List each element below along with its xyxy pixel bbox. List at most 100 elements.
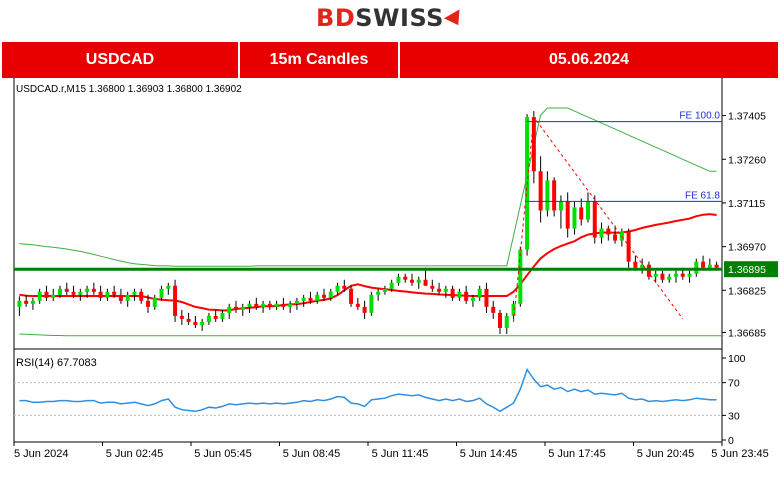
candle-body	[423, 279, 428, 286]
candle-body	[98, 291, 103, 298]
candle-body	[206, 315, 211, 322]
title-banner: USDCAD 15m Candles 05.06.2024	[2, 42, 778, 78]
candle-body	[267, 303, 272, 307]
candle-body	[674, 273, 678, 277]
candle-body	[592, 201, 597, 238]
candle-body	[640, 264, 645, 268]
candle-body	[342, 285, 347, 289]
candle-body	[274, 303, 279, 307]
candle-body	[173, 285, 178, 316]
candle-body	[369, 294, 374, 313]
rsi-tick-label: 30	[728, 410, 740, 422]
candle-body	[24, 300, 29, 304]
candle-body	[626, 231, 631, 262]
rsi-tick-label: 100	[728, 353, 746, 365]
price-tick-label: 1.37115	[728, 198, 765, 210]
candle-body	[701, 261, 706, 268]
candle-body	[613, 234, 618, 241]
rsi-tick-label: 70	[728, 378, 740, 390]
rsi-label: RSI(14) 67.7083	[16, 357, 97, 369]
candle-body	[470, 297, 475, 301]
candle-body	[315, 294, 320, 301]
candle-body	[376, 291, 381, 295]
candle-body	[457, 291, 462, 298]
time-tick-label: 5 Jun 23:45	[711, 448, 769, 460]
candle-body	[328, 291, 333, 298]
candle-body	[653, 273, 658, 277]
logo-swiss-text: SWISS	[355, 4, 444, 32]
candle-body	[410, 279, 414, 283]
candle-body	[261, 303, 266, 307]
candle-body	[132, 291, 137, 295]
logo-bd-text: BD	[316, 4, 356, 32]
brand-logo: BDSWISS	[0, 0, 780, 36]
candle-body	[139, 291, 144, 301]
candle-body	[606, 228, 611, 235]
candle-body	[362, 306, 367, 313]
candle-body	[450, 288, 455, 298]
current-price-badge	[724, 261, 778, 278]
candle-body	[91, 288, 96, 292]
current-price-label: 1.36895	[728, 264, 766, 276]
candle-body	[619, 231, 624, 241]
candle-body	[308, 297, 313, 301]
fibonacci-level-label: FE 100.0	[679, 111, 720, 122]
candle-body	[694, 261, 699, 274]
chart-info-label: USDCAD.r,M15 1.36800 1.36903 1.36800 1.3…	[16, 84, 242, 95]
candle-body	[565, 201, 570, 229]
time-tick-label: 5 Jun 08:45	[283, 448, 341, 460]
fibonacci-projection-path	[513, 115, 684, 322]
candle-body	[477, 288, 482, 298]
candle-body	[213, 315, 218, 319]
bollinger-lower-line	[19, 333, 724, 337]
candle-body	[599, 228, 604, 238]
candle-body	[660, 273, 665, 280]
time-tick-label: 5 Jun 02:45	[106, 448, 164, 460]
candle-body	[301, 297, 306, 301]
candle-body	[85, 288, 90, 292]
candle-body	[579, 207, 584, 220]
candle-body	[349, 288, 354, 304]
candle-body	[396, 276, 401, 283]
candle-body	[200, 321, 205, 325]
rsi-line	[19, 367, 717, 413]
candle-body	[416, 279, 421, 283]
time-tick-label: 5 Jun 05:45	[194, 448, 252, 460]
candle-body	[322, 294, 326, 298]
candle-body	[498, 312, 502, 328]
fibonacci-level-label: FE 61.8	[685, 190, 720, 201]
candle-body	[112, 291, 117, 295]
candle-body	[17, 300, 22, 307]
candle-body	[30, 300, 35, 304]
candle-body	[443, 288, 448, 292]
candle-body	[179, 315, 184, 319]
price-tick-label: 1.37260	[728, 154, 766, 166]
logo-triangle-icon	[443, 8, 466, 30]
candle-body	[152, 297, 157, 307]
candle-body	[355, 303, 360, 307]
candle-body	[146, 300, 150, 307]
candle-body	[680, 273, 685, 277]
candle-body	[234, 306, 238, 310]
candle-body	[186, 318, 191, 322]
candle-body	[511, 303, 516, 316]
candle-body	[193, 321, 198, 325]
candle-body	[531, 117, 536, 172]
candle-body	[633, 261, 638, 268]
candle-body	[538, 171, 543, 211]
time-tick-label: 5 Jun 14:45	[460, 448, 518, 460]
candle-body	[504, 315, 509, 328]
candle-body	[281, 303, 286, 307]
candle-body	[58, 288, 62, 295]
candle-body	[64, 288, 69, 292]
candle-body	[335, 285, 340, 292]
candle-body	[254, 303, 259, 307]
candle-body	[78, 291, 83, 295]
candle-body	[714, 264, 719, 268]
candle-body	[687, 273, 692, 277]
candle-body	[572, 207, 577, 229]
candle-body	[558, 201, 563, 211]
candle-body	[518, 249, 523, 304]
candle-body	[430, 285, 435, 289]
candle-body	[545, 180, 550, 211]
